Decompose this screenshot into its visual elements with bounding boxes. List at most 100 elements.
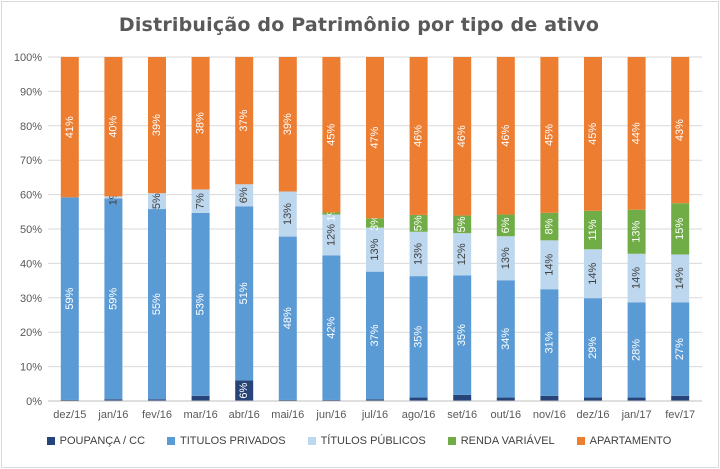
bar-segment [366,399,384,401]
bar-segment [235,57,254,185]
data-label: 38% [195,112,207,134]
data-label: 42% [325,317,337,339]
bar-segment [627,397,646,401]
y-tick-label: 30% [20,293,42,305]
legend-swatch [447,437,456,445]
bar-segment [235,380,254,401]
bar-segment [366,57,384,219]
bar-segment [496,214,515,237]
bar-segment [584,210,602,250]
bar-segment [584,57,602,211]
x-tick-label: fev/16 [142,409,172,421]
bar-segment [627,253,646,303]
data-label: 46% [413,125,425,147]
y-tick-label: 100% [14,52,42,64]
bar-segment [235,206,254,381]
bar-segment [278,236,297,400]
legend-item: APARTAMENTO [576,435,671,447]
data-label: 51% [238,282,250,304]
bar-segment [627,209,646,254]
data-label: 43% [674,119,686,141]
data-label: 11% [587,219,599,240]
bar-segment [584,298,602,398]
bar-segment [104,399,123,401]
data-label: 41% [64,116,76,138]
bar-segment [60,399,79,401]
bar-segment [453,275,472,395]
data-label: 14% [587,263,599,285]
bar-segment [671,57,690,204]
data-label: 6% [500,217,512,233]
data-label: 39% [151,114,163,136]
bar-segment [496,57,515,215]
bar-segment [322,399,341,401]
legend-label: POUPANÇA / CC [59,435,146,447]
x-tick-label: fev/17 [665,409,695,421]
bar-segment [322,57,341,213]
data-label: 44% [631,122,643,144]
x-tick-label: nov/16 [533,409,566,421]
data-label: 3% [369,215,381,231]
x-tick-label: jan/17 [621,409,652,421]
x-tick-label: mai/16 [271,409,304,421]
legend-item: RENDA VARIÁVEL [447,435,555,447]
data-label: 14% [543,254,555,276]
bar-segment [278,399,297,401]
data-label: 5% [151,193,163,209]
bar-segment [409,397,428,401]
data-label: 46% [456,125,468,147]
x-tick-label: ago/16 [402,409,436,421]
data-label: 12% [456,243,468,265]
y-tick-label: 10% [20,362,42,374]
bar-segment [453,215,472,234]
bar-segment [409,214,428,232]
x-tick-label: mar/16 [183,409,217,421]
data-label: 45% [325,124,337,146]
data-label: 13% [282,203,294,225]
data-label: 55% [151,293,163,315]
data-label: 5% [456,216,468,232]
bar-segment [322,255,341,400]
bar-segment [104,198,123,400]
bar-segment [191,395,210,401]
data-label: 13% [369,238,381,260]
bar-segment [148,209,166,400]
legend-label: RENDA VARIÁVEL [460,435,555,447]
data-label: 34% [500,328,512,350]
data-label: 47% [369,126,381,148]
data-label: 13% [631,221,643,243]
y-tick-label: 50% [20,224,42,236]
data-label: 46% [500,125,512,147]
data-label: 59% [107,288,119,310]
bar-segment [366,227,384,272]
data-label: 12% [325,224,337,246]
data-label: 8% [543,218,555,234]
data-label: 13% [500,247,512,269]
data-label: 59% [64,287,76,309]
bar-segment [191,57,210,190]
bar-segment [366,271,384,400]
x-tick-label: out/16 [491,409,522,421]
bar-segment [453,394,472,401]
legend-label: TÍTULOS PÚBLICOS [320,435,426,447]
data-label: 15% [674,218,686,240]
y-tick-label: 0% [26,396,42,408]
bar-segment [453,233,472,276]
x-tick-label: jan/16 [97,409,128,421]
y-tick-label: 60% [20,190,42,202]
bar-segment [409,57,428,215]
bar-segment [627,57,646,210]
bar-segment [540,212,559,241]
data-label: 45% [587,123,599,145]
data-label: 40% [107,115,119,137]
bar-segment [278,191,297,237]
bar-segment [104,57,123,197]
legend-swatch [307,437,316,445]
y-tick-label: 70% [20,155,42,167]
x-tick-label: abr/16 [229,409,260,421]
data-label: 6% [238,187,250,203]
bar-segment [104,196,123,199]
bar-segment [60,57,79,198]
data-label: 6% [238,383,250,399]
bar-segment [671,254,690,303]
